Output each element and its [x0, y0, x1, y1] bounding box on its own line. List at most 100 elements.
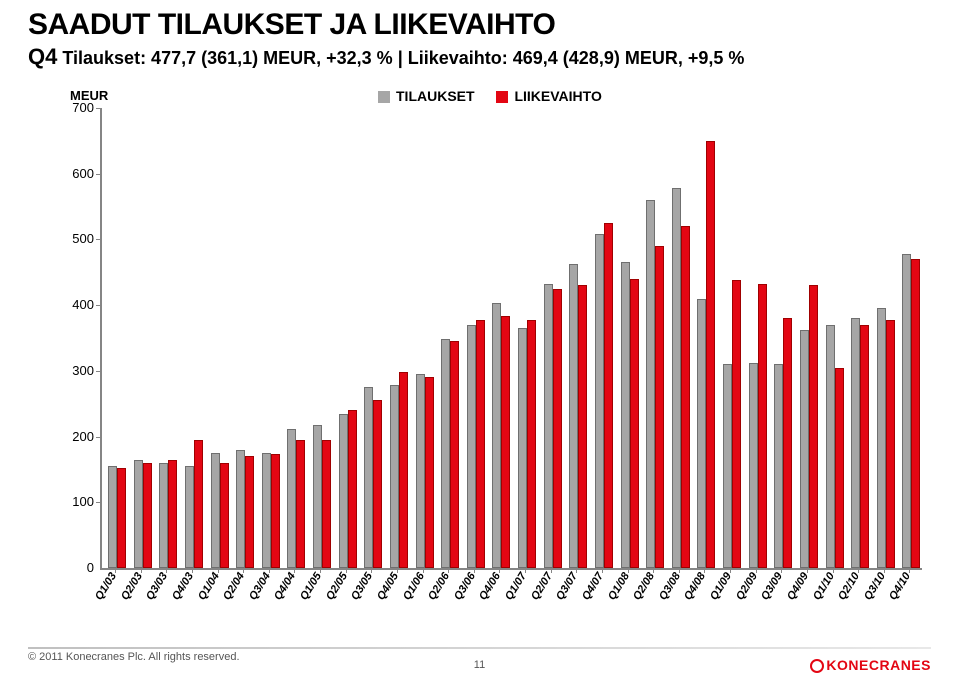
- x-tick-label: Q1/06: [401, 571, 427, 603]
- chart: MEUR TILAUKSET LIIKEVAIHTO 0100200300400…: [60, 88, 930, 628]
- bar-liikevaihto: [501, 316, 510, 568]
- bar-tilaukset: [697, 299, 706, 568]
- x-tick-mark: [499, 568, 500, 573]
- legend-swatch-tilaukset: [378, 91, 390, 103]
- bar-tilaukset: [159, 463, 168, 568]
- bar-liikevaihto: [630, 279, 639, 568]
- y-tick-label: 600: [60, 166, 94, 181]
- bar-liikevaihto: [399, 372, 408, 568]
- bar-liikevaihto: [527, 320, 536, 568]
- bar-liikevaihto: [604, 223, 613, 568]
- x-tick-label: Q3/06: [452, 571, 478, 603]
- bar-liikevaihto: [425, 377, 434, 568]
- x-tick-mark: [346, 568, 347, 573]
- bar-liikevaihto: [168, 460, 177, 568]
- x-tick-mark: [576, 568, 577, 573]
- bar-tilaukset: [390, 385, 399, 568]
- x-tick-mark: [756, 568, 757, 573]
- bar-liikevaihto: [348, 410, 357, 568]
- bar-tilaukset: [595, 234, 604, 568]
- x-tick-label: Q3/05: [349, 571, 375, 603]
- bar-liikevaihto: [220, 463, 229, 568]
- logo-text: KONECRANES: [826, 657, 931, 673]
- x-tick-label: Q4/10: [887, 571, 913, 603]
- y-tick-label: 300: [60, 363, 94, 378]
- y-tick-mark: [96, 239, 102, 240]
- bar-liikevaihto: [450, 341, 459, 568]
- x-tick-mark: [320, 568, 321, 573]
- bar-tilaukset: [621, 262, 630, 568]
- bar-liikevaihto: [271, 454, 280, 568]
- bar-liikevaihto: [578, 285, 587, 568]
- x-tick-label: Q1/05: [298, 571, 324, 603]
- bar-tilaukset: [467, 325, 476, 568]
- x-tick-label: Q2/06: [426, 571, 452, 603]
- legend-label-tilaukset: TILAUKSET: [396, 88, 475, 104]
- bar-liikevaihto: [143, 463, 152, 568]
- bar-tilaukset: [544, 284, 553, 568]
- bar-tilaukset: [134, 460, 143, 568]
- subtitle: Q4 Tilaukset: 477,7 (361,1) MEUR, +32,3 …: [28, 44, 744, 70]
- x-tick-label: Q3/09: [759, 571, 785, 603]
- y-tick-mark: [96, 108, 102, 109]
- bar-liikevaihto: [296, 440, 305, 568]
- subtitle-text: Tilaukset: 477,7 (361,1) MEUR, +32,3 % |…: [57, 48, 744, 68]
- y-tick-mark: [96, 502, 102, 503]
- bar-tilaukset: [441, 339, 450, 568]
- x-tick-label: Q4/03: [170, 571, 196, 603]
- bar-liikevaihto: [886, 320, 895, 568]
- x-tick-mark: [704, 568, 705, 573]
- bar-tilaukset: [826, 325, 835, 568]
- bar-tilaukset: [902, 254, 911, 568]
- legend: TILAUKSET LIIKEVAIHTO: [360, 88, 602, 104]
- x-tick-label: Q2/10: [836, 571, 862, 603]
- bar-tilaukset: [313, 425, 322, 568]
- bar-liikevaihto: [783, 318, 792, 568]
- x-tick-mark: [141, 568, 142, 573]
- y-tick-mark: [96, 437, 102, 438]
- x-tick-label: Q4/04: [272, 571, 298, 603]
- x-tick-mark: [474, 568, 475, 573]
- x-tick-mark: [192, 568, 193, 573]
- bar-tilaukset: [749, 363, 758, 568]
- y-tick-label: 500: [60, 231, 94, 246]
- x-tick-mark: [115, 568, 116, 573]
- x-tick-mark: [397, 568, 398, 573]
- bar-liikevaihto: [194, 440, 203, 568]
- x-tick-mark: [628, 568, 629, 573]
- bar-tilaukset: [416, 374, 425, 568]
- x-tick-label: Q4/09: [785, 571, 811, 603]
- x-tick-mark: [294, 568, 295, 573]
- x-tick-mark: [602, 568, 603, 573]
- bar-liikevaihto: [553, 289, 562, 568]
- bar-tilaukset: [646, 200, 655, 568]
- bar-tilaukset: [518, 328, 527, 568]
- page-title: SAADUT TILAUKSET JA LIIKEVAIHTO: [28, 8, 555, 42]
- bar-tilaukset: [108, 466, 117, 568]
- x-tick-label: Q1/10: [811, 571, 837, 603]
- x-tick-mark: [218, 568, 219, 573]
- bar-tilaukset: [185, 466, 194, 568]
- bar-liikevaihto: [322, 440, 331, 568]
- bar-tilaukset: [800, 330, 809, 568]
- x-tick-label: Q1/08: [606, 571, 632, 603]
- y-tick-mark: [96, 371, 102, 372]
- bar-tilaukset: [339, 414, 348, 568]
- bar-tilaukset: [877, 308, 886, 568]
- x-tick-label: Q4/07: [580, 571, 606, 603]
- y-tick-mark: [96, 174, 102, 175]
- bar-tilaukset: [774, 364, 783, 568]
- x-tick-label: Q3/10: [862, 571, 888, 603]
- y-tick-label: 200: [60, 429, 94, 444]
- x-tick-label: Q3/04: [247, 571, 273, 603]
- y-tick-label: 700: [60, 100, 94, 115]
- bars-layer: [102, 108, 922, 568]
- x-tick-mark: [269, 568, 270, 573]
- bar-liikevaihto: [732, 280, 741, 568]
- x-tick-label: Q1/07: [503, 571, 529, 603]
- logo: KONECRANES: [810, 657, 931, 673]
- page-number: 11: [474, 659, 485, 671]
- x-tick-label: Q2/04: [221, 571, 247, 603]
- plot-area: [100, 108, 922, 570]
- x-tick-mark: [166, 568, 167, 573]
